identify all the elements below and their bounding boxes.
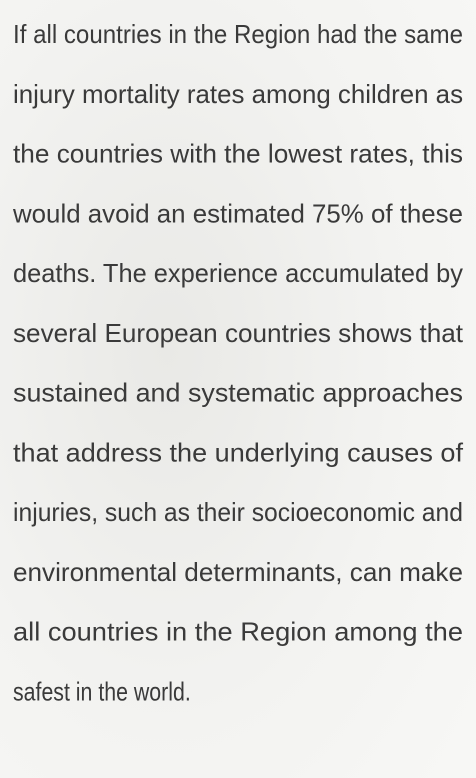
text-line: that address the underlying causes of <box>13 437 464 467</box>
text-line: deaths. The experience accumulated by <box>13 258 463 288</box>
text-line: injury mortality rates among children as <box>13 79 463 109</box>
text-line: If all countries in the Region had the s… <box>13 19 463 49</box>
text-line: safest in the world. <box>13 676 191 706</box>
text-line: environmental determinants, can make <box>13 557 463 587</box>
paragraph: If all countries in the Region had the s… <box>12 19 464 706</box>
text-line: the countries with the lowest rates, thi… <box>13 139 463 169</box>
text-line: several European countries shows that <box>13 318 464 348</box>
text-line: sustained and systematic approaches <box>13 378 463 408</box>
text-line: all countries in the Region among the <box>13 617 463 647</box>
text-line: injuries, such as their socioeconomic an… <box>13 497 463 527</box>
text-line: would avoid an estimated 75% of these <box>12 198 463 228</box>
